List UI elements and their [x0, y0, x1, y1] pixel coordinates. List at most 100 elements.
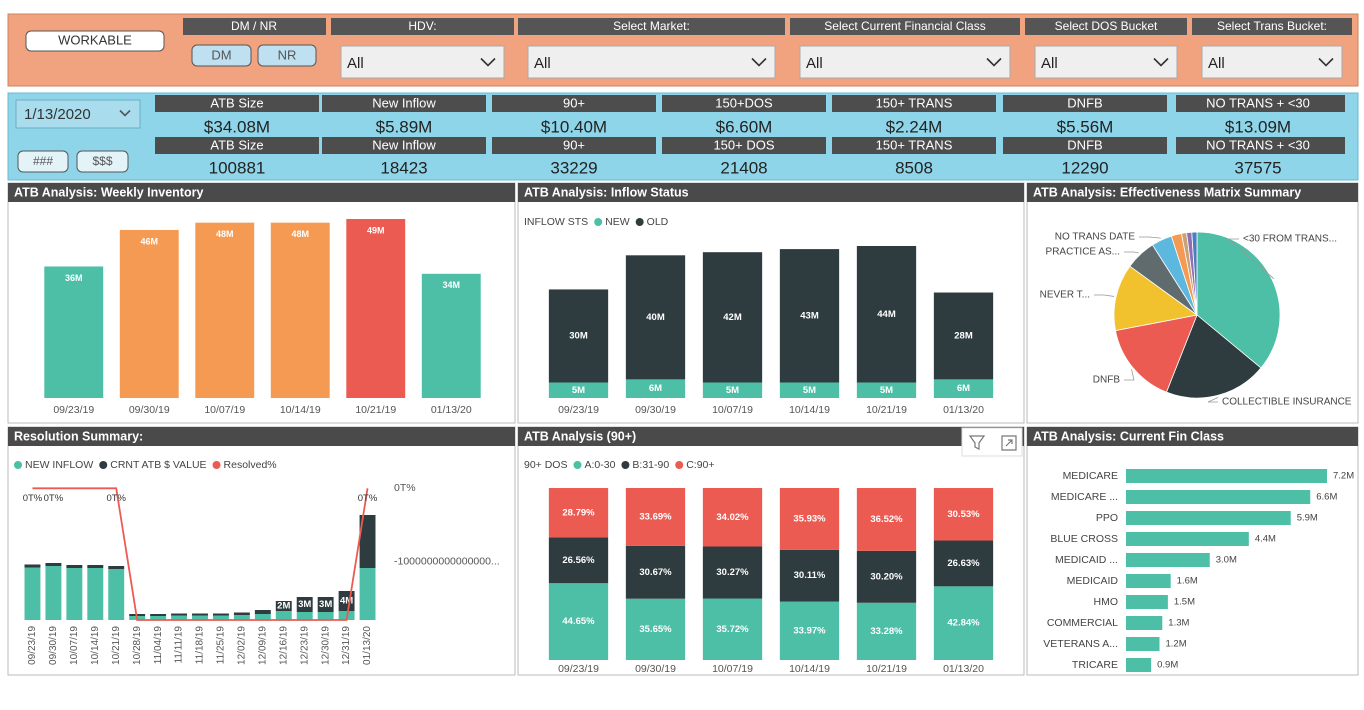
- filter-title: Select DOS Bucket: [1055, 19, 1158, 33]
- kpi-header: [662, 137, 826, 154]
- data-label: 36.52%: [870, 514, 903, 525]
- data-label: 0.9M: [1157, 660, 1178, 671]
- kpi-value: 12290: [1061, 158, 1108, 177]
- bar-segment: [233, 615, 250, 620]
- bar: [1126, 595, 1168, 609]
- kpi-label: 150+ DOS: [713, 137, 774, 152]
- kpi-value: 100881: [209, 158, 266, 177]
- legend-swatch: [621, 461, 630, 469]
- x-tick-label: 12/31/19: [341, 626, 352, 665]
- filter-icon[interactable]: [968, 435, 986, 450]
- data-label: 30.27%: [716, 567, 749, 578]
- kpi-value: $2.24M: [886, 117, 943, 136]
- kpi-label: 90+: [563, 95, 585, 110]
- kpi-value: $10.40M: [541, 117, 607, 136]
- bar-segment: [359, 568, 376, 620]
- bar-segment: [856, 602, 917, 660]
- kpi-value: 21408: [720, 158, 767, 177]
- data-label: 3.0M: [1216, 555, 1237, 566]
- unit-toggle[interactable]: [17, 150, 69, 173]
- x-tick-label: 11/18/19: [195, 626, 206, 665]
- bar-segment: [933, 540, 994, 587]
- panel: [7, 426, 516, 676]
- kpi-header: [662, 95, 826, 112]
- workable-button[interactable]: [25, 30, 165, 52]
- bar-segment: [150, 616, 167, 620]
- data-label: 46M: [140, 236, 158, 246]
- dropdown[interactable]: [340, 45, 505, 79]
- data-label: 5M: [803, 385, 816, 396]
- x-tick-label: 10/14/19: [90, 626, 101, 665]
- kpi-value: $34.08M: [204, 117, 270, 136]
- data-label: 30.53%: [947, 509, 980, 520]
- kpi-header: [1003, 137, 1167, 154]
- kpi-header: [155, 137, 319, 154]
- unit-toggle[interactable]: [76, 150, 129, 173]
- x-tick-label: 12/23/19: [299, 626, 310, 665]
- data-label: 43M: [800, 310, 819, 321]
- bar-segment: [108, 569, 125, 620]
- kpi-value: 18423: [380, 158, 427, 177]
- data-label: 44M: [877, 309, 896, 320]
- x-tick-label: 09/30/19: [129, 404, 170, 416]
- bar-segment: [45, 563, 62, 566]
- kpi-label: ATB Size: [210, 137, 263, 152]
- date-picker[interactable]: [15, 99, 141, 129]
- panel-header: [518, 183, 1024, 202]
- bar-segment: [296, 597, 313, 612]
- dropdown[interactable]: [1034, 45, 1178, 79]
- panel-header: [1027, 427, 1358, 446]
- data-label: 2M: [277, 601, 290, 612]
- panel-header: [8, 183, 515, 202]
- toggle-button[interactable]: [257, 44, 317, 67]
- x-tick-label: 12/02/19: [237, 626, 248, 665]
- bar-segment: [702, 252, 763, 383]
- filter-header: [1192, 18, 1352, 35]
- data-label: 34.02%: [716, 512, 749, 523]
- slice-label: <30 FROM TRANS...: [1243, 234, 1337, 245]
- data-label: 26.63%: [947, 558, 980, 569]
- bar-segment: [625, 488, 686, 546]
- data-label: 0T%: [358, 493, 378, 504]
- kpi-label: 150+DOS: [715, 95, 773, 110]
- dropdown[interactable]: [527, 45, 776, 79]
- filter-title: DM / NR: [231, 19, 277, 33]
- bar: [421, 273, 481, 398]
- toggle-button[interactable]: [191, 44, 252, 67]
- focus-icon[interactable]: [1001, 435, 1017, 451]
- bar: [1126, 637, 1160, 651]
- filter-title: Select Trans Bucket:: [1217, 19, 1327, 33]
- slice-label: COLLECTIBLE INSURANCE: [1222, 397, 1352, 408]
- bar: [44, 266, 104, 398]
- bar-segment: [171, 615, 188, 620]
- bar-segment: [548, 289, 609, 383]
- data-label: 5M: [726, 385, 739, 396]
- leader-line: [1094, 294, 1115, 297]
- data-label: 5.9M: [1297, 513, 1318, 524]
- leader-line: [1124, 251, 1139, 254]
- y-tick-label: MEDICARE: [1063, 470, 1118, 482]
- data-label: 42M: [723, 312, 742, 323]
- bar-segment: [24, 564, 41, 568]
- data-label: 35.65%: [639, 624, 672, 635]
- bar-segment: [317, 597, 334, 612]
- legend-swatch: [675, 461, 684, 469]
- bar: [1126, 553, 1210, 567]
- data-label: 3M: [319, 599, 332, 610]
- bar-segment: [548, 488, 609, 538]
- bar-segment: [856, 246, 917, 383]
- y-tick-label: TRICARE: [1072, 659, 1118, 671]
- x-tick-label: 10/07/19: [69, 626, 80, 665]
- dropdown[interactable]: [1201, 45, 1343, 79]
- data-label: 0T%: [106, 493, 126, 504]
- kpi-header: [1003, 95, 1167, 112]
- kpi-label: New Inflow: [372, 137, 436, 152]
- legend-swatch: [635, 218, 644, 226]
- kpi-header: [492, 95, 656, 112]
- panel-title: ATB Analysis (90+): [524, 429, 636, 443]
- visual-header: [961, 427, 1023, 457]
- data-label: 4M: [340, 596, 353, 607]
- dropdown[interactable]: [799, 45, 1011, 79]
- data-label: 30.20%: [870, 571, 903, 582]
